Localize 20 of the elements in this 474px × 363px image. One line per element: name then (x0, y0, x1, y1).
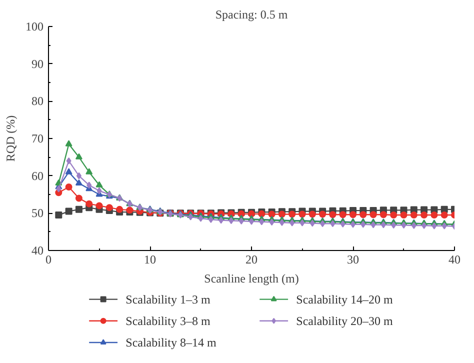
y-tick-label: 80 (32, 94, 44, 108)
y-axis-title: RQD (%) (4, 115, 18, 162)
y-tick-label: 60 (32, 168, 44, 183)
chart-title: Spacing: 0.5 m (215, 8, 288, 22)
x-axis-title: Scanline length (m) (204, 272, 299, 286)
legend-label: Scalability 1–3 m (126, 292, 211, 306)
x-tick-label: 40 (448, 252, 460, 266)
legend-label: Scalability 3–8 m (126, 314, 211, 328)
x-tick-label: 10 (144, 252, 156, 266)
x-tick-label: 0 (46, 252, 52, 266)
y-tick-label: 100 (26, 20, 44, 34)
x-tick-label: 20 (246, 252, 258, 266)
legend-label: Scalability 14–20 m (296, 292, 394, 306)
y-tick-label: 50 (32, 206, 44, 220)
y-tick-label: 70 (32, 132, 44, 146)
y-tick-label: 40 (32, 244, 44, 258)
legend-label: Scalability 8–14 m (126, 336, 217, 350)
y-tick-label: 90 (32, 56, 44, 71)
legend-label: Scalability 20–30 m (296, 314, 394, 328)
x-tick-label: 30 (347, 252, 359, 266)
